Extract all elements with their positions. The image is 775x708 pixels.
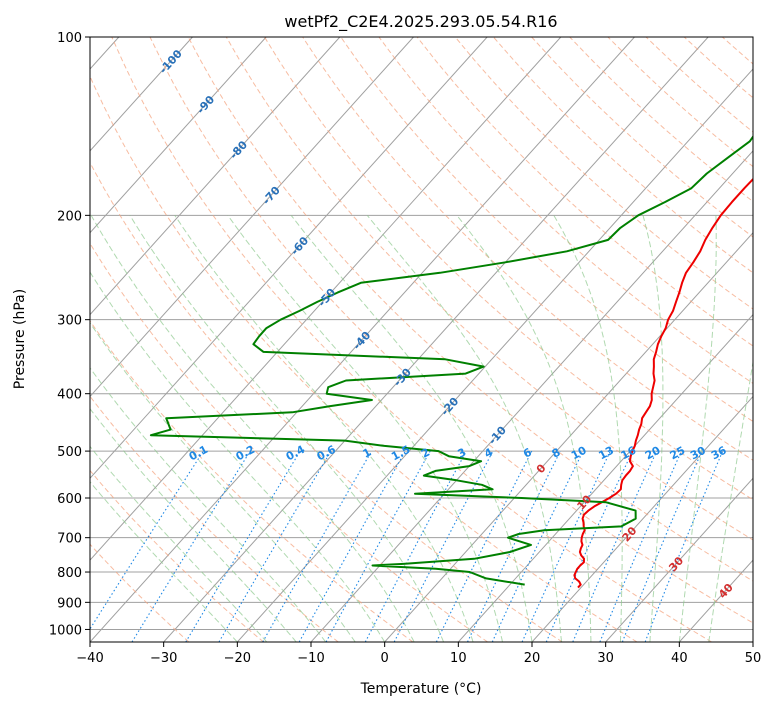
temperature-profile (573, 177, 753, 589)
moist-adiabat (90, 367, 327, 642)
dry-adiabat (225, 37, 753, 541)
dry-adiabat (264, 37, 753, 501)
mixing-ratio-label: 10 (569, 444, 589, 463)
mixing-ratio-label: 16 (619, 444, 639, 463)
y-tick-label: 700 (57, 532, 82, 547)
isotherm-line (90, 37, 267, 234)
mixing-ratio-line (621, 450, 703, 642)
dry-adiabat (340, 37, 753, 423)
x-tick-label: 10 (450, 651, 467, 666)
mixing-ratio-line (90, 450, 204, 630)
x-tick-label: −10 (297, 651, 324, 666)
mixing-ratio-label: 13 (596, 444, 616, 463)
moist-adiabat (90, 407, 297, 642)
moist-adiabat (90, 481, 238, 642)
x-tick-label: 50 (745, 651, 762, 666)
x-tick-label: 40 (671, 651, 688, 666)
dry-adiabat (90, 242, 488, 642)
dry-adiabat (90, 320, 414, 642)
x-tick-label: 20 (524, 651, 541, 666)
mixing-ratio-line (435, 450, 533, 642)
chart-title: wetPf2_C2E4.2025.293.05.54.R16 (284, 12, 557, 32)
moist-adiabat (290, 214, 533, 642)
dewpoint-profile (149, 134, 753, 586)
y-tick-label: 400 (57, 388, 82, 403)
y-tick-label: 1000 (49, 623, 82, 638)
y-tick-label: 900 (57, 596, 82, 611)
x-tick-label: 0 (381, 651, 389, 666)
moist-adiabat (90, 322, 356, 642)
mixing-ratio-line (325, 450, 431, 642)
moist-adiabat (129, 215, 445, 642)
isotherm-line (90, 37, 414, 398)
x-tick-label: −30 (150, 651, 177, 666)
moist-adiabat (227, 215, 503, 642)
mixing-ratio-label: 20 (643, 444, 663, 463)
dry-adiabat (149, 37, 753, 624)
moist-adiabat (642, 215, 664, 642)
x-axis-title: Temperature (°C) (360, 681, 482, 697)
y-tick-label: 100 (57, 31, 82, 46)
isotherm-line (90, 37, 193, 152)
dry-adiabat (416, 37, 753, 347)
isotherm-line (163, 37, 709, 642)
isotherm-line (605, 477, 753, 642)
mixing-ratio-line (298, 450, 406, 642)
mixing-ratio-label: 25 (668, 444, 688, 463)
y-tick-label: 800 (57, 566, 82, 581)
mixing-ratio-line (131, 450, 251, 642)
moist-adiabat (708, 359, 753, 642)
plot-area (90, 37, 753, 642)
mixing-ratio-label: 36 (709, 444, 729, 463)
x-tick-label: −40 (76, 651, 103, 666)
plot-frame (89, 36, 754, 643)
y-tick-label: 600 (57, 492, 82, 507)
isotherm-line (90, 37, 488, 480)
isotherm-line (236, 68, 753, 642)
mixing-ratio-label: 30 (688, 444, 708, 463)
x-tick-label: −20 (224, 651, 251, 666)
mixing-ratio-line (599, 450, 682, 642)
y-axis-title: Pressure (hPa) (12, 289, 28, 389)
moist-adiabat (90, 445, 268, 642)
moist-adiabat (456, 214, 592, 642)
dry-adiabat (111, 37, 712, 642)
dry-adiabat (90, 469, 264, 642)
dry-adiabat (454, 37, 753, 310)
moist-adiabat (174, 215, 474, 642)
x-tick-label: 30 (597, 651, 614, 666)
isotherm-line (90, 37, 341, 316)
dry-adiabat (187, 37, 753, 582)
moist-adiabat (90, 215, 415, 642)
isotherm-line (384, 231, 753, 642)
axes: −40 −30 −20 −10 0 10 20 30 40 50 100 200 300 400 500 60… (49, 31, 761, 666)
moist-adiabat (366, 214, 562, 642)
mixing-ratio-line (644, 450, 724, 642)
y-tick-label: 300 (57, 314, 82, 329)
isotherm-line (531, 395, 753, 642)
y-tick-label: 200 (57, 209, 82, 224)
isotherm-line (90, 37, 635, 642)
dry-adiabat (90, 161, 563, 642)
moist-adiabat (553, 215, 623, 642)
dry-adiabat (90, 75, 638, 642)
mixing-ratio-line (572, 450, 658, 642)
isotherm-line (90, 37, 562, 561)
y-tick-label: 500 (57, 445, 82, 460)
moist-adiabat (678, 215, 717, 642)
